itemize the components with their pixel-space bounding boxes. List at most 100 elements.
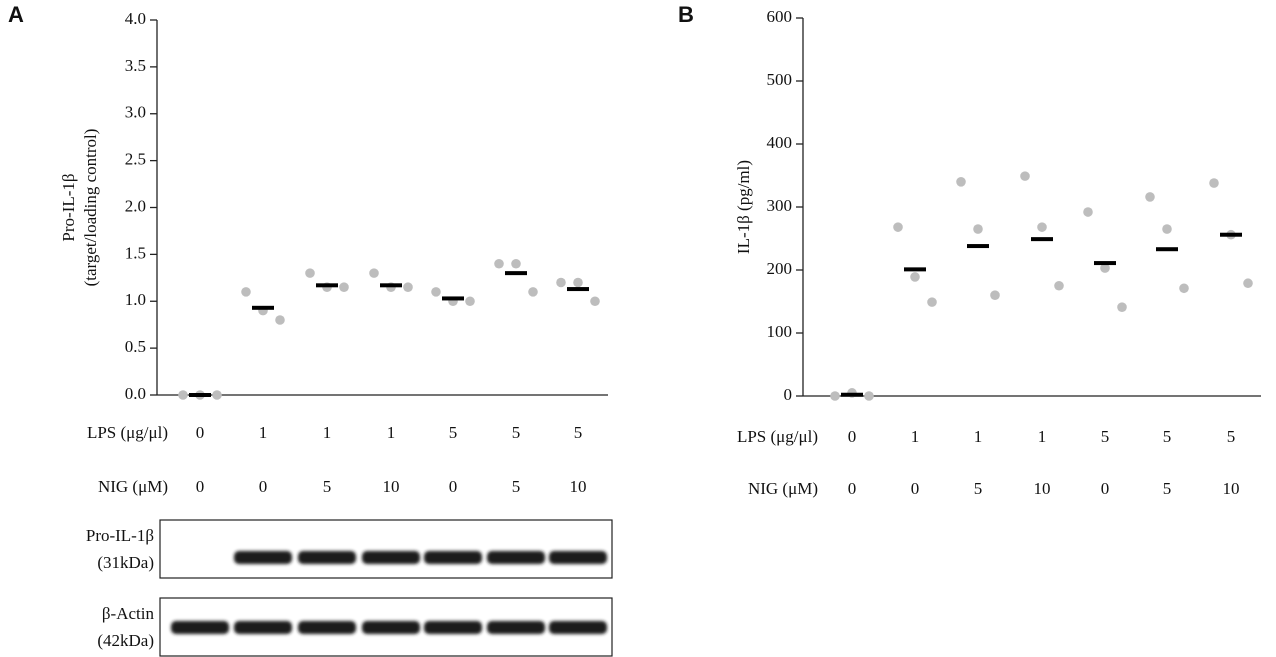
blot-band bbox=[424, 621, 482, 634]
condition-value: 0 bbox=[1101, 479, 1110, 498]
data-point bbox=[1100, 263, 1110, 273]
condition-label: LPS (μg/μl) bbox=[737, 427, 818, 446]
data-point bbox=[864, 391, 874, 401]
blot-band bbox=[234, 621, 292, 634]
mean-bar bbox=[252, 305, 274, 310]
condition-label: LPS (μg/μl) bbox=[87, 423, 168, 442]
condition-value: 1 bbox=[911, 427, 920, 446]
blot-band bbox=[424, 551, 482, 564]
condition-value: 5 bbox=[1101, 427, 1110, 446]
condition-value: 1 bbox=[323, 423, 332, 442]
data-point bbox=[1083, 207, 1093, 217]
condition-value: 5 bbox=[512, 477, 521, 496]
data-point bbox=[1162, 224, 1172, 234]
condition-value: 5 bbox=[974, 479, 983, 498]
blot-label: Pro-IL-1β bbox=[86, 526, 154, 545]
western-blot bbox=[159, 519, 613, 657]
data-point bbox=[178, 390, 188, 400]
data-point bbox=[241, 287, 251, 297]
data-point bbox=[573, 277, 583, 288]
y-tick-label: 3.5 bbox=[125, 56, 146, 75]
mean-bar bbox=[904, 267, 926, 272]
mean-bar bbox=[841, 392, 863, 397]
data-point bbox=[590, 296, 600, 307]
condition-value: 0 bbox=[848, 427, 857, 446]
data-point bbox=[990, 290, 1000, 301]
y-tick-label: 300 bbox=[767, 196, 793, 215]
data-point bbox=[1020, 171, 1030, 181]
condition-value: 0 bbox=[449, 477, 458, 496]
condition-value: 10 bbox=[1034, 479, 1051, 498]
y-tick-label: 600 bbox=[767, 7, 793, 26]
condition-value: 0 bbox=[196, 477, 205, 496]
data-point bbox=[494, 258, 504, 269]
blot-band bbox=[298, 621, 356, 634]
y-tick-label: 1.5 bbox=[125, 243, 146, 262]
y-axis-label: IL-1β (pg/ml) bbox=[734, 160, 753, 254]
data-point bbox=[528, 287, 538, 297]
condition-value: 5 bbox=[512, 423, 521, 442]
data-point bbox=[465, 296, 475, 307]
y-tick-label: 2.0 bbox=[125, 196, 146, 215]
condition-value: 0 bbox=[848, 479, 857, 498]
data-point bbox=[1037, 222, 1047, 232]
data-point bbox=[369, 268, 379, 278]
data-point bbox=[339, 282, 349, 292]
blot-band bbox=[549, 551, 607, 564]
y-tick-label: 4.0 bbox=[125, 9, 146, 28]
mean-bar bbox=[1156, 247, 1178, 252]
mean-bar bbox=[1094, 261, 1116, 266]
blot-band bbox=[362, 551, 420, 564]
data-point bbox=[556, 277, 566, 288]
data-point bbox=[1117, 302, 1127, 312]
blot-label: β-Actin bbox=[102, 604, 155, 623]
blot-band bbox=[298, 551, 356, 564]
panel-label: A bbox=[8, 2, 24, 27]
condition-value: 5 bbox=[323, 477, 332, 496]
y-tick-label: 0.0 bbox=[125, 384, 146, 403]
blot-sublabel: (42kDa) bbox=[97, 631, 154, 650]
y-tick-label: 100 bbox=[767, 322, 793, 341]
y-tick-label: 1.0 bbox=[125, 290, 146, 309]
y-tick-label: 2.5 bbox=[125, 150, 146, 169]
data-point bbox=[212, 390, 222, 400]
data-point bbox=[893, 222, 903, 232]
condition-value: 0 bbox=[259, 477, 268, 496]
mean-bar bbox=[316, 283, 338, 288]
y-tick-label: 200 bbox=[767, 259, 793, 278]
condition-value: 1 bbox=[259, 423, 268, 442]
data-point bbox=[927, 297, 937, 307]
panel-label: B bbox=[678, 2, 694, 27]
blot-sublabel: (31kDa) bbox=[97, 553, 154, 572]
data-point bbox=[431, 287, 441, 297]
condition-label: NIG (μM) bbox=[748, 479, 818, 498]
mean-bar bbox=[967, 244, 989, 249]
y-tick-label: 0 bbox=[784, 385, 793, 404]
condition-value: 10 bbox=[570, 477, 587, 496]
blot-band bbox=[549, 621, 607, 634]
mean-bar bbox=[567, 287, 589, 292]
y-tick-label: 500 bbox=[767, 70, 793, 89]
blot-band bbox=[487, 621, 545, 634]
condition-value: 1 bbox=[387, 423, 396, 442]
data-point bbox=[830, 391, 840, 401]
blot-band bbox=[171, 621, 229, 634]
data-point bbox=[1243, 278, 1253, 289]
data-point bbox=[1054, 280, 1064, 291]
data-point bbox=[275, 315, 285, 325]
condition-value: 5 bbox=[1163, 427, 1172, 446]
blot-band bbox=[487, 551, 545, 564]
data-point bbox=[403, 282, 413, 292]
data-point bbox=[305, 268, 315, 278]
y-axis-label: Pro-IL-1β bbox=[59, 173, 78, 241]
mean-bar bbox=[380, 283, 402, 288]
mean-bar bbox=[505, 271, 527, 276]
data-point bbox=[956, 177, 966, 187]
blot-frame bbox=[159, 519, 613, 579]
mean-bar bbox=[1031, 237, 1053, 242]
data-point bbox=[1179, 283, 1189, 294]
blot-band bbox=[234, 551, 292, 564]
condition-value: 5 bbox=[1163, 479, 1172, 498]
mean-bar bbox=[1220, 232, 1242, 237]
